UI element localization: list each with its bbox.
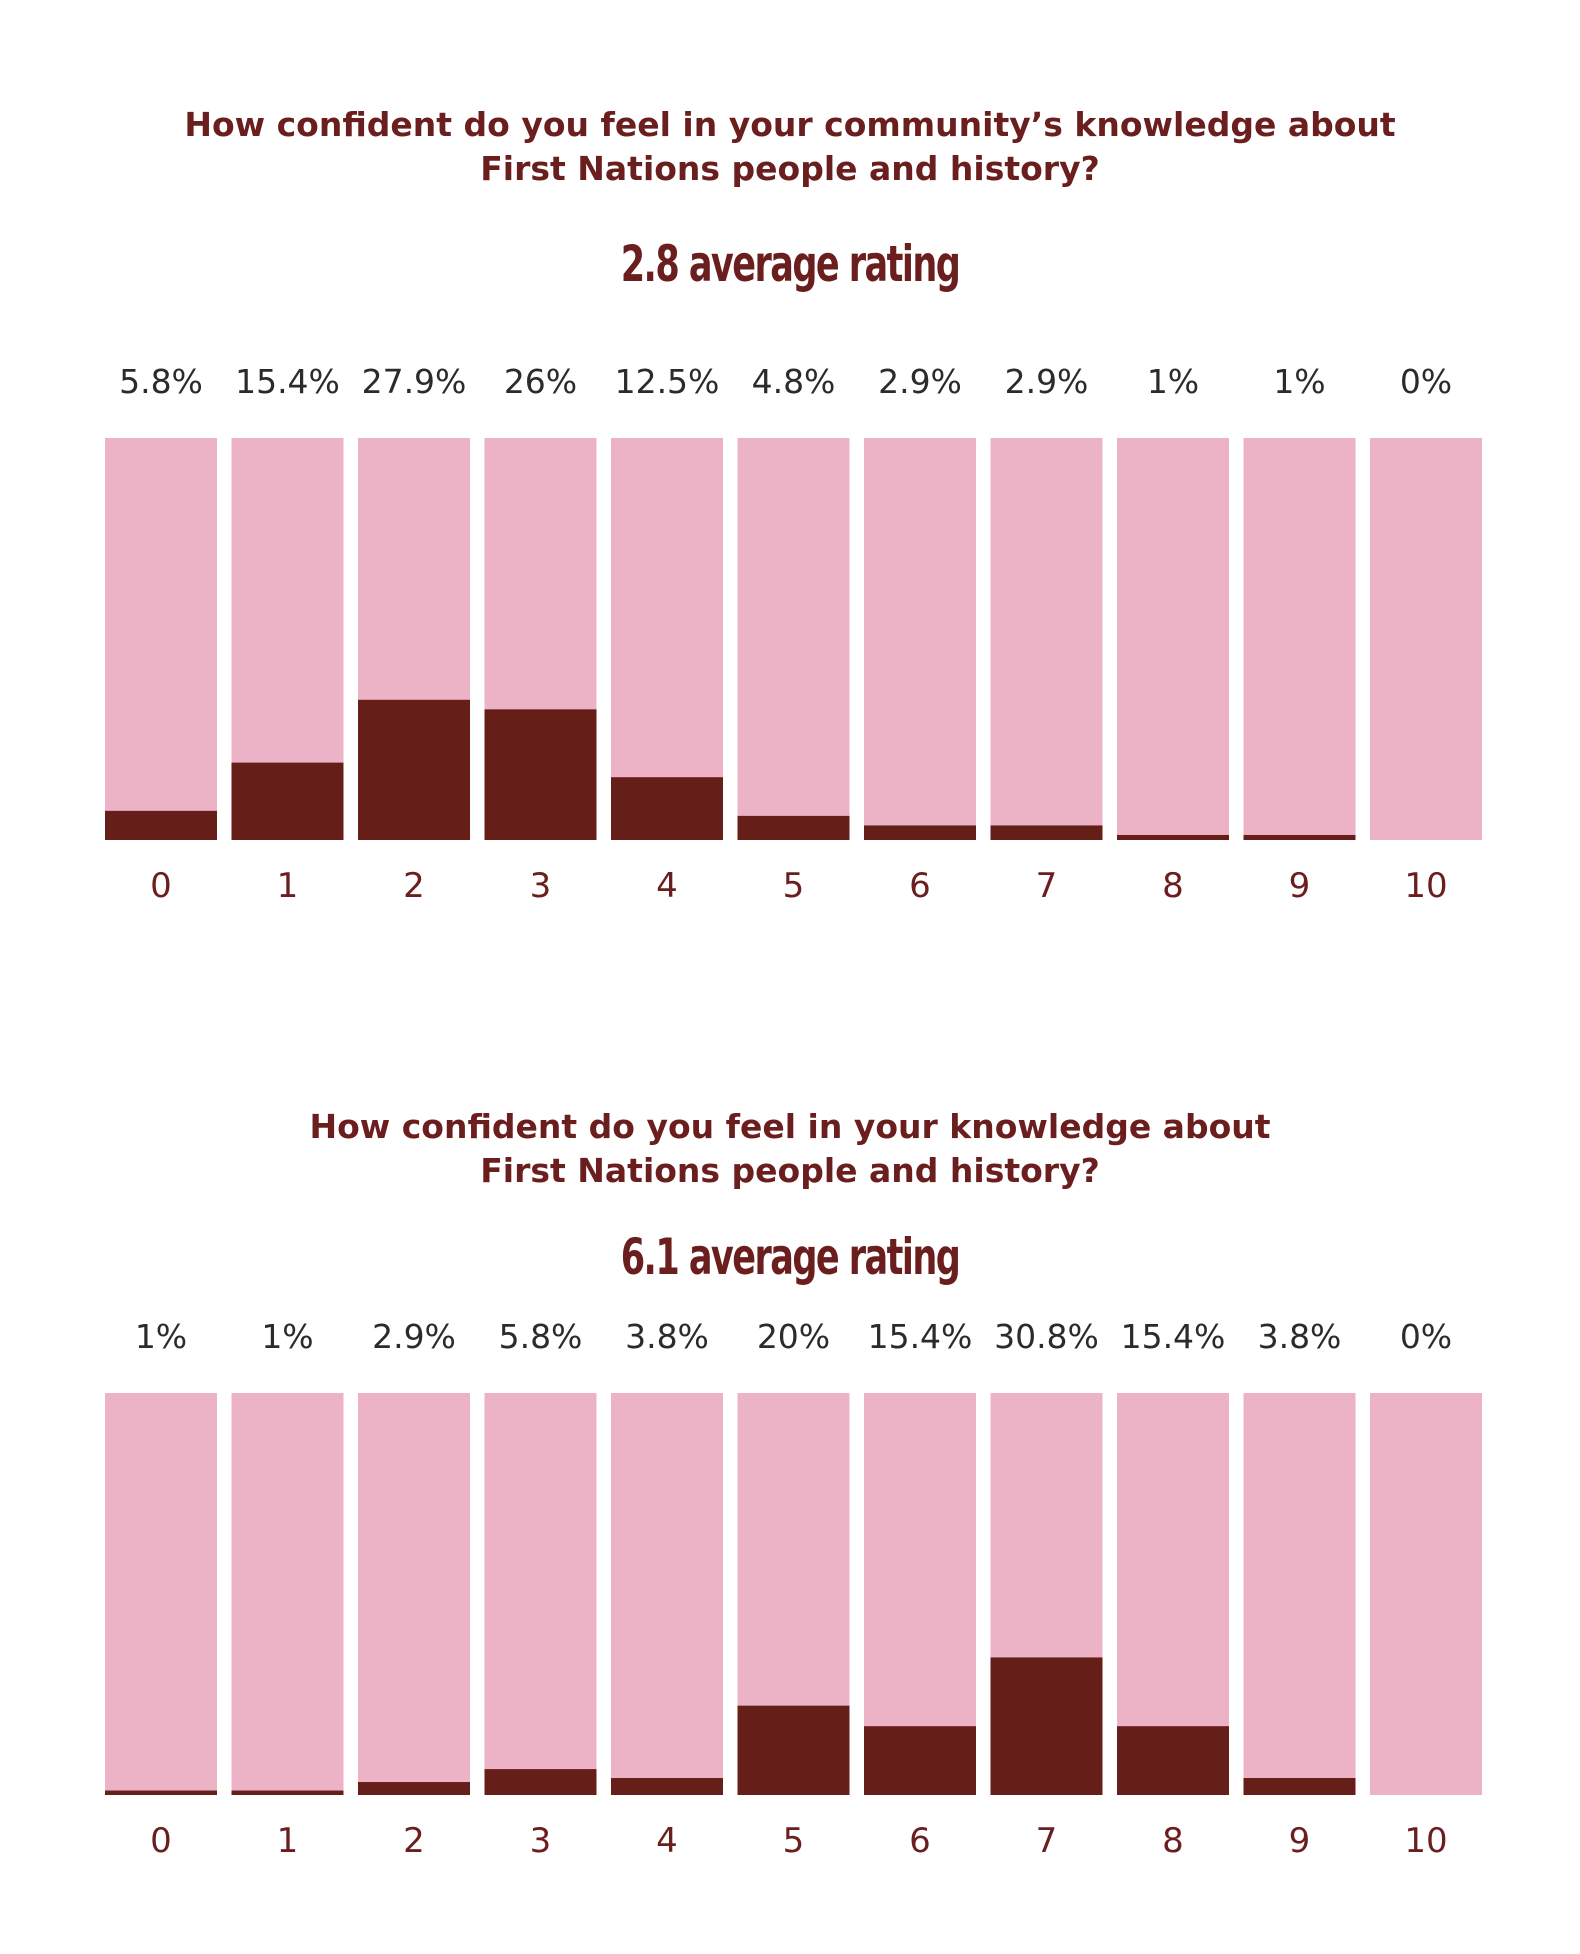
- bar-track: [611, 438, 723, 840]
- bar-track: [231, 1393, 344, 1795]
- value-label: 3.8%: [625, 1317, 709, 1356]
- x-tick-label: 6: [909, 1821, 931, 1861]
- x-tick-label: 2: [403, 1821, 425, 1861]
- value-label: 5.8%: [499, 1317, 583, 1356]
- x-tick-label: 0: [150, 866, 172, 906]
- x-tick-label: 7: [1036, 866, 1058, 906]
- value-label: 3.8%: [1258, 1317, 1342, 1356]
- chart-title: How confident do you feel in your knowle…: [309, 1107, 1271, 1190]
- bar-track: [737, 438, 850, 840]
- value-label: 5.8%: [119, 362, 203, 401]
- bar: [737, 815, 850, 840]
- value-label: 1%: [261, 1317, 313, 1356]
- bar: [1117, 834, 1229, 840]
- bar-track: [611, 1393, 723, 1795]
- x-tick-label: 7: [1036, 1821, 1058, 1861]
- bar-track: [1243, 1393, 1356, 1795]
- x-tick-label: 4: [656, 866, 678, 906]
- value-label: 2.9%: [878, 362, 962, 401]
- value-label: 30.8%: [994, 1317, 1099, 1356]
- x-tick-label: 6: [909, 866, 931, 906]
- value-label: 26%: [504, 362, 577, 401]
- bar: [1243, 834, 1356, 840]
- bar-plot: 1% 0 1% 1 2.9% 2 5.8% 3 3.8% 4 20% 5 15.4% 6 30.8% 7 15.…: [105, 1317, 1482, 1861]
- bar: [358, 1782, 470, 1795]
- x-tick-label: 4: [656, 1821, 678, 1861]
- value-label: 1%: [135, 1317, 187, 1356]
- bar-track: [358, 1393, 470, 1795]
- bar: [1117, 1726, 1229, 1795]
- x-tick-label: 9: [1289, 866, 1311, 906]
- bar-track: [864, 438, 976, 840]
- x-tick-label: 1: [277, 1821, 299, 1861]
- bar: [105, 1790, 217, 1795]
- bar: [358, 699, 470, 840]
- x-tick-label: 2: [403, 866, 425, 906]
- value-label: 4.8%: [752, 362, 836, 401]
- x-tick-label: 3: [530, 866, 552, 906]
- x-tick-label: 10: [1404, 866, 1447, 906]
- bar: [990, 1657, 1103, 1795]
- value-label: 2.9%: [1005, 362, 1089, 401]
- value-label: 27.9%: [362, 362, 467, 401]
- bar: [864, 825, 976, 840]
- bar: [611, 1778, 723, 1795]
- chart-title: How confident do you feel in your commun…: [184, 105, 1396, 188]
- bar-track: [105, 1393, 217, 1795]
- value-label: 20%: [757, 1317, 830, 1356]
- bar: [1243, 1778, 1356, 1795]
- x-tick-label: 5: [783, 866, 805, 906]
- value-label: 15.4%: [868, 1317, 973, 1356]
- x-tick-label: 9: [1289, 1821, 1311, 1861]
- bar: [737, 1705, 850, 1795]
- value-label: 0%: [1400, 1317, 1452, 1356]
- bar: [990, 825, 1103, 840]
- bar-track: [105, 438, 217, 840]
- bar: [231, 1790, 344, 1795]
- bar: [105, 810, 217, 840]
- bar-track: [1370, 1393, 1482, 1795]
- bar-track: [1117, 438, 1229, 840]
- bar-track: [484, 1393, 597, 1795]
- x-tick-label: 1: [277, 866, 299, 906]
- bar-plot: 5.8% 0 15.4% 1 27.9% 2 26% 3 12.5% 4 4.8% 5 2.9% 6 2.9…: [105, 362, 1482, 906]
- chart-subtitle: 2.8 average rating: [620, 235, 961, 293]
- value-label: 1%: [1273, 362, 1325, 401]
- x-tick-label: 0: [150, 1821, 172, 1861]
- value-label: 2.9%: [372, 1317, 456, 1356]
- bar: [484, 709, 597, 840]
- bar-track: [1243, 438, 1356, 840]
- x-tick-label: 8: [1162, 1821, 1184, 1861]
- value-label: 1%: [1147, 362, 1199, 401]
- bar-track: [990, 438, 1103, 840]
- bar: [231, 762, 344, 840]
- x-tick-label: 10: [1404, 1821, 1447, 1861]
- x-tick-label: 3: [530, 1821, 552, 1861]
- value-label: 15.4%: [1121, 1317, 1226, 1356]
- bar: [484, 1769, 597, 1795]
- bar: [864, 1726, 976, 1795]
- x-tick-label: 5: [783, 1821, 805, 1861]
- x-tick-label: 8: [1162, 866, 1184, 906]
- value-label: 15.4%: [235, 362, 340, 401]
- bar-track: [1370, 438, 1482, 840]
- value-label: 12.5%: [615, 362, 720, 401]
- chart-subtitle: 6.1 average rating: [620, 1228, 961, 1286]
- value-label: 0%: [1400, 362, 1452, 401]
- bar: [611, 777, 723, 840]
